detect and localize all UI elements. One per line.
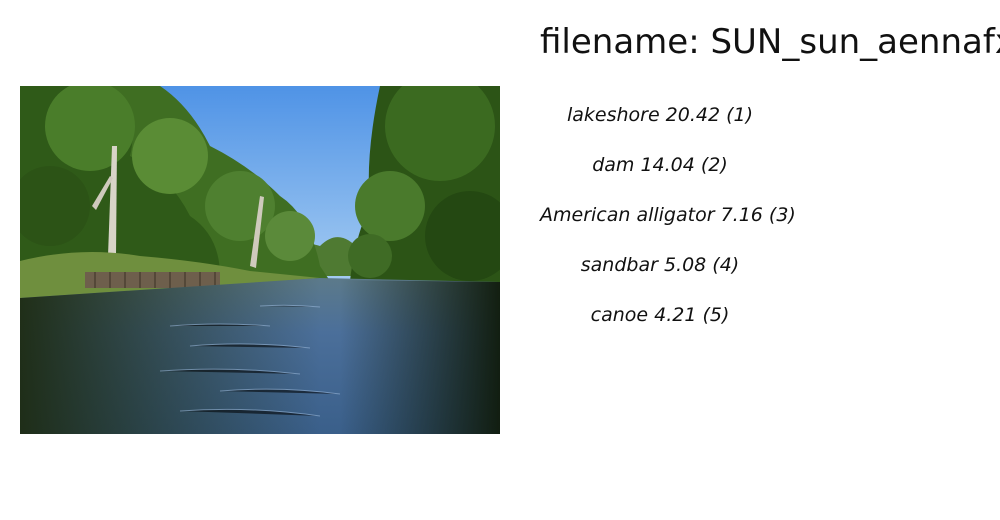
prediction-item: canoe 4.21 (5)	[590, 304, 730, 326]
page-title: filename: SUN_sun_aennafxu	[540, 22, 1000, 62]
prediction-item: dam 14.04 (2)	[592, 154, 728, 176]
bayou-scene-photo	[20, 86, 500, 434]
prediction-item: lakeshore 20.42 (1)	[566, 104, 754, 126]
prediction-item: American alligator 7.16 (3)	[540, 204, 796, 226]
prediction-list: lakeshore 20.42 (1) dam 14.04 (2) Americ…	[540, 100, 796, 350]
prediction-item: sandbar 5.08 (4)	[580, 254, 740, 276]
